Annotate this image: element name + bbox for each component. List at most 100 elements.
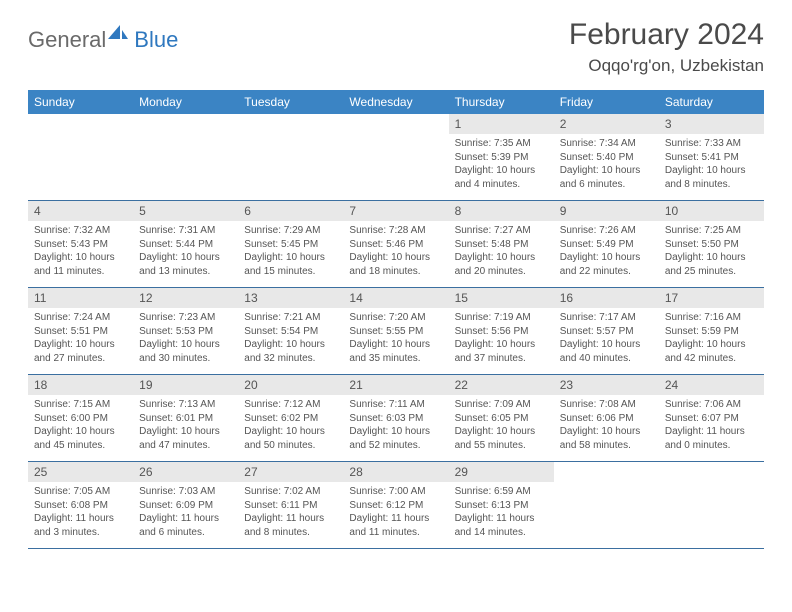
logo-text-blue: Blue (134, 27, 178, 53)
daylight-line: Daylight: 10 hours and 45 minutes. (34, 425, 127, 452)
daylight-line: Daylight: 11 hours and 0 minutes. (665, 425, 758, 452)
day-cell: 11Sunrise: 7:24 AMSunset: 5:51 PMDayligh… (28, 288, 133, 374)
day-number: 20 (238, 375, 343, 395)
day-number: 1 (449, 114, 554, 134)
sunset-line: Sunset: 5:54 PM (244, 325, 337, 339)
weekday-header: Sunday (28, 90, 133, 114)
sunrise-line: Sunrise: 7:32 AM (34, 224, 127, 238)
calendar: SundayMondayTuesdayWednesdayThursdayFrid… (28, 90, 764, 549)
day-number: 13 (238, 288, 343, 308)
sunrise-line: Sunrise: 7:15 AM (34, 398, 127, 412)
daylight-line: Daylight: 10 hours and 11 minutes. (34, 251, 127, 278)
sunrise-line: Sunrise: 7:27 AM (455, 224, 548, 238)
sunset-line: Sunset: 6:05 PM (455, 412, 548, 426)
sunset-line: Sunset: 6:02 PM (244, 412, 337, 426)
day-number: 10 (659, 201, 764, 221)
day-cell: 10Sunrise: 7:25 AMSunset: 5:50 PMDayligh… (659, 201, 764, 287)
sunset-line: Sunset: 5:43 PM (34, 238, 127, 252)
daylight-line: Daylight: 10 hours and 52 minutes. (349, 425, 442, 452)
weekday-header: Friday (554, 90, 659, 114)
day-details: Sunrise: 7:00 AMSunset: 6:12 PMDaylight:… (343, 482, 448, 543)
day-number: 26 (133, 462, 238, 482)
day-details: Sunrise: 7:12 AMSunset: 6:02 PMDaylight:… (238, 395, 343, 456)
day-details: Sunrise: 7:05 AMSunset: 6:08 PMDaylight:… (28, 482, 133, 543)
sunset-line: Sunset: 5:46 PM (349, 238, 442, 252)
daylight-line: Daylight: 10 hours and 30 minutes. (139, 338, 232, 365)
day-number: 18 (28, 375, 133, 395)
day-number: 22 (449, 375, 554, 395)
daylight-line: Daylight: 10 hours and 8 minutes. (665, 164, 758, 191)
day-number: 11 (28, 288, 133, 308)
sunrise-line: Sunrise: 7:03 AM (139, 485, 232, 499)
day-details: Sunrise: 7:34 AMSunset: 5:40 PMDaylight:… (554, 134, 659, 195)
day-details: Sunrise: 7:09 AMSunset: 6:05 PMDaylight:… (449, 395, 554, 456)
sunset-line: Sunset: 6:11 PM (244, 499, 337, 513)
sunrise-line: Sunrise: 7:20 AM (349, 311, 442, 325)
sunrise-line: Sunrise: 7:31 AM (139, 224, 232, 238)
day-cell: 24Sunrise: 7:06 AMSunset: 6:07 PMDayligh… (659, 375, 764, 461)
sunset-line: Sunset: 5:49 PM (560, 238, 653, 252)
day-cell: 19Sunrise: 7:13 AMSunset: 6:01 PMDayligh… (133, 375, 238, 461)
sunrise-line: Sunrise: 7:25 AM (665, 224, 758, 238)
day-details: Sunrise: 7:20 AMSunset: 5:55 PMDaylight:… (343, 308, 448, 369)
day-number: 4 (28, 201, 133, 221)
sunrise-line: Sunrise: 7:28 AM (349, 224, 442, 238)
daylight-line: Daylight: 10 hours and 20 minutes. (455, 251, 548, 278)
daylight-line: Daylight: 10 hours and 50 minutes. (244, 425, 337, 452)
sunrise-line: Sunrise: 7:00 AM (349, 485, 442, 499)
sunset-line: Sunset: 6:06 PM (560, 412, 653, 426)
day-number: 27 (238, 462, 343, 482)
day-details: Sunrise: 7:27 AMSunset: 5:48 PMDaylight:… (449, 221, 554, 282)
day-cell-empty (554, 462, 659, 548)
daylight-line: Daylight: 10 hours and 18 minutes. (349, 251, 442, 278)
day-cell: 5Sunrise: 7:31 AMSunset: 5:44 PMDaylight… (133, 201, 238, 287)
week-row: 18Sunrise: 7:15 AMSunset: 6:00 PMDayligh… (28, 375, 764, 462)
day-details: Sunrise: 7:17 AMSunset: 5:57 PMDaylight:… (554, 308, 659, 369)
daylight-line: Daylight: 10 hours and 15 minutes. (244, 251, 337, 278)
daylight-line: Daylight: 10 hours and 40 minutes. (560, 338, 653, 365)
day-cell: 9Sunrise: 7:26 AMSunset: 5:49 PMDaylight… (554, 201, 659, 287)
sunrise-line: Sunrise: 7:33 AM (665, 137, 758, 151)
sunset-line: Sunset: 5:53 PM (139, 325, 232, 339)
sunrise-line: Sunrise: 7:24 AM (34, 311, 127, 325)
sunrise-line: Sunrise: 7:26 AM (560, 224, 653, 238)
title-block: February 2024 Oqqo'rg'on, Uzbekistan (569, 18, 764, 76)
sunset-line: Sunset: 5:59 PM (665, 325, 758, 339)
day-cell: 15Sunrise: 7:19 AMSunset: 5:56 PMDayligh… (449, 288, 554, 374)
logo: General Blue (28, 24, 178, 55)
sunset-line: Sunset: 5:39 PM (455, 151, 548, 165)
day-cell: 17Sunrise: 7:16 AMSunset: 5:59 PMDayligh… (659, 288, 764, 374)
weekday-header: Saturday (659, 90, 764, 114)
day-number: 6 (238, 201, 343, 221)
day-cell: 21Sunrise: 7:11 AMSunset: 6:03 PMDayligh… (343, 375, 448, 461)
day-details: Sunrise: 7:33 AMSunset: 5:41 PMDaylight:… (659, 134, 764, 195)
day-number: 9 (554, 201, 659, 221)
day-cell: 23Sunrise: 7:08 AMSunset: 6:06 PMDayligh… (554, 375, 659, 461)
sunset-line: Sunset: 5:50 PM (665, 238, 758, 252)
sunset-line: Sunset: 5:45 PM (244, 238, 337, 252)
day-cell: 25Sunrise: 7:05 AMSunset: 6:08 PMDayligh… (28, 462, 133, 548)
day-details: Sunrise: 7:13 AMSunset: 6:01 PMDaylight:… (133, 395, 238, 456)
day-details: Sunrise: 7:25 AMSunset: 5:50 PMDaylight:… (659, 221, 764, 282)
day-details: Sunrise: 7:35 AMSunset: 5:39 PMDaylight:… (449, 134, 554, 195)
sunset-line: Sunset: 5:44 PM (139, 238, 232, 252)
daylight-line: Daylight: 11 hours and 8 minutes. (244, 512, 337, 539)
header: General Blue February 2024 Oqqo'rg'on, U… (28, 18, 764, 76)
daylight-line: Daylight: 10 hours and 58 minutes. (560, 425, 653, 452)
week-row: 1Sunrise: 7:35 AMSunset: 5:39 PMDaylight… (28, 114, 764, 201)
day-number: 14 (343, 288, 448, 308)
day-cell: 2Sunrise: 7:34 AMSunset: 5:40 PMDaylight… (554, 114, 659, 200)
daylight-line: Daylight: 11 hours and 14 minutes. (455, 512, 548, 539)
location: Oqqo'rg'on, Uzbekistan (569, 56, 764, 76)
sunrise-line: Sunrise: 7:29 AM (244, 224, 337, 238)
logo-sail-icon (108, 24, 128, 45)
day-number: 2 (554, 114, 659, 134)
day-number: 29 (449, 462, 554, 482)
daylight-line: Daylight: 10 hours and 35 minutes. (349, 338, 442, 365)
daylight-line: Daylight: 11 hours and 3 minutes. (34, 512, 127, 539)
day-number: 19 (133, 375, 238, 395)
day-number: 16 (554, 288, 659, 308)
sunrise-line: Sunrise: 7:06 AM (665, 398, 758, 412)
day-details: Sunrise: 7:08 AMSunset: 6:06 PMDaylight:… (554, 395, 659, 456)
month-title: February 2024 (569, 18, 764, 52)
